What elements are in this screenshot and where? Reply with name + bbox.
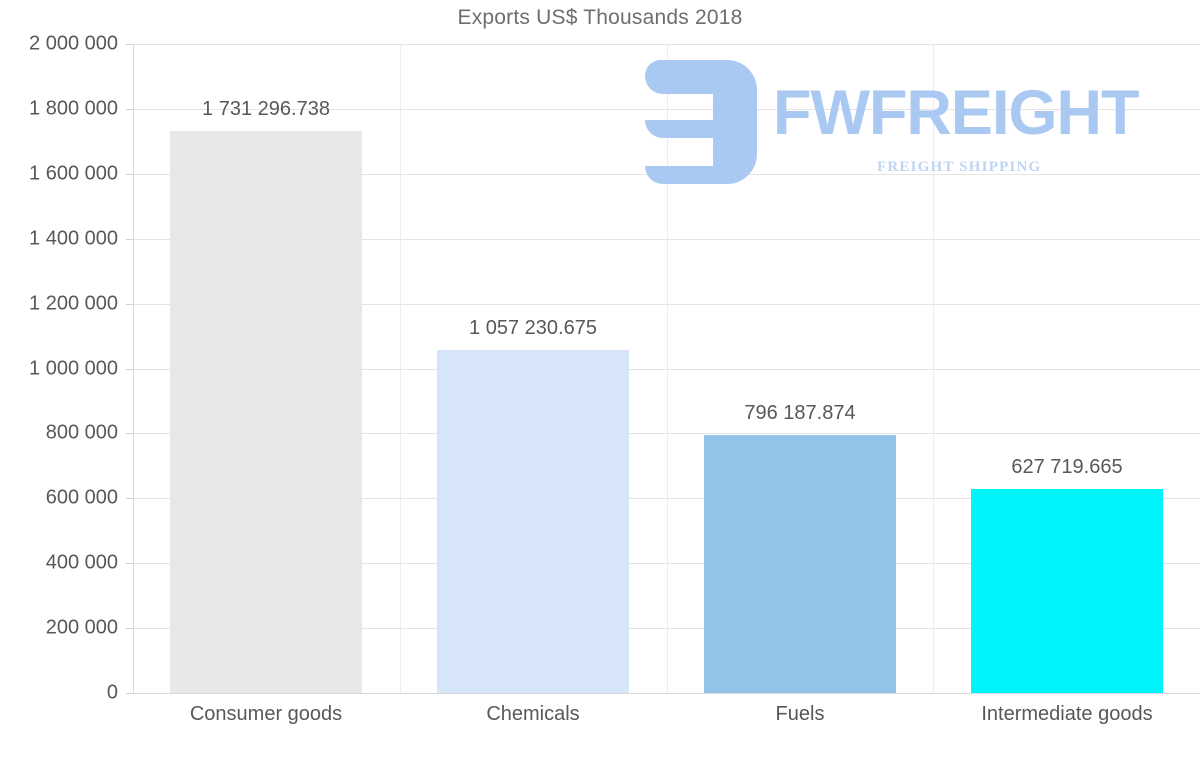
gridline-vertical xyxy=(400,44,401,693)
y-axis-tick-mark xyxy=(126,173,133,175)
y-axis-tick-label: 1 200 000 xyxy=(29,292,118,315)
bar[interactable] xyxy=(971,489,1163,693)
y-axis-tick-mark xyxy=(126,238,133,240)
y-axis-tick-label: 1 600 000 xyxy=(29,162,118,185)
watermark-wordmark: FWFREIGHT xyxy=(773,78,1139,148)
y-axis-tick-label: 400 000 xyxy=(45,551,118,574)
y-axis-tick-mark xyxy=(126,693,133,694)
y-axis-tick-label: 0 xyxy=(106,681,118,704)
y-axis-tick-mark xyxy=(126,368,133,370)
bar-value-label: 1 057 230.675 xyxy=(469,316,597,339)
y-axis-tick-label: 2 000 000 xyxy=(29,32,118,55)
y-axis-tick-mark xyxy=(126,498,133,500)
reversed-e-logo-icon xyxy=(645,60,757,184)
y-axis-line xyxy=(133,44,134,694)
x-axis-category-label: Intermediate goods xyxy=(981,703,1153,725)
x-axis-category-label: Chemicals xyxy=(486,703,580,725)
y-axis-tick-label: 200 000 xyxy=(45,616,118,639)
gridline-horizontal xyxy=(133,44,1200,45)
gridline-horizontal xyxy=(133,368,1200,370)
y-axis-tick-mark xyxy=(126,44,133,45)
y-axis-tick-label: 600 000 xyxy=(45,486,118,509)
gridline-horizontal xyxy=(133,498,1200,500)
y-axis-tick-label: 1 800 000 xyxy=(29,97,118,120)
gridline-horizontal xyxy=(133,563,1200,565)
x-axis-category-label: Consumer goods xyxy=(189,703,343,725)
gridline-horizontal xyxy=(133,303,1200,305)
y-axis-tick-mark xyxy=(126,628,133,630)
bar-value-label: 627 719.665 xyxy=(1011,456,1123,479)
y-axis-tick-label: 1 400 000 xyxy=(29,227,118,250)
y-axis-tick-label: 800 000 xyxy=(45,421,118,444)
watermark-logo: FWFREIGHT FREIGHT SHIPPING xyxy=(645,56,1155,186)
chart-title: Exports US$ Thousands 2018 xyxy=(457,6,743,29)
y-axis-tick-label: 1 000 000 xyxy=(29,357,118,379)
y-axis-tick-mark xyxy=(126,433,133,435)
x-axis-line xyxy=(133,693,1200,694)
bar-value-label: 796 187.874 xyxy=(744,401,856,424)
y-axis-tick-mark xyxy=(126,303,133,305)
bar[interactable] xyxy=(704,434,896,693)
bar[interactable] xyxy=(170,131,362,693)
gridline-vertical xyxy=(667,44,668,693)
bar[interactable] xyxy=(437,349,629,693)
gridline-horizontal xyxy=(133,433,1200,435)
gridline-vertical xyxy=(933,44,934,693)
y-axis-tick-mark xyxy=(126,108,133,110)
y-axis-tick-mark xyxy=(126,563,133,565)
bar-value-label: 1 731 296.738 xyxy=(202,98,330,121)
x-axis-category-label: Fuels xyxy=(775,703,825,725)
gridline-horizontal xyxy=(133,628,1200,630)
gridline-horizontal xyxy=(133,238,1200,240)
